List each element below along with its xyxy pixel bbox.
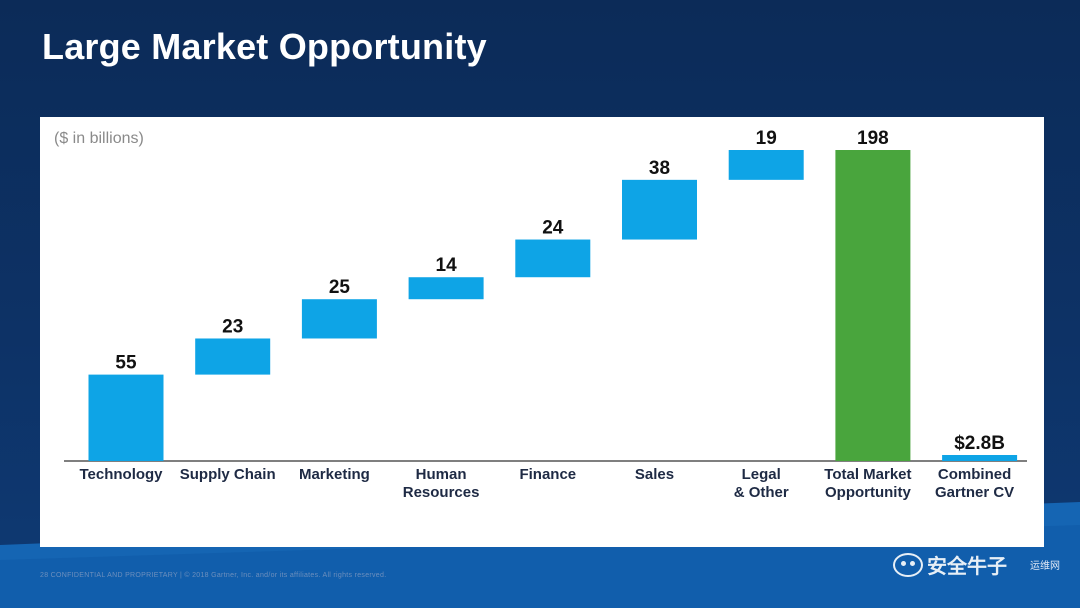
category-label: Human	[416, 466, 467, 483]
category-label: Combined	[938, 466, 1011, 483]
category-label: Finance	[519, 466, 576, 483]
data-label: 25	[329, 277, 351, 298]
wechat-icon	[893, 552, 923, 577]
category-label: & Other	[734, 484, 789, 501]
bar-supply-chain	[195, 338, 271, 375]
bar-marketing	[301, 299, 377, 339]
category-label: Legal	[742, 466, 781, 483]
category-label: Technology	[79, 466, 163, 483]
watermark-subtext: 运维网	[1030, 561, 1060, 572]
page-title: Large Market Opportunity	[42, 26, 487, 67]
category-label: Total Market	[824, 466, 911, 483]
watermark-text: 安全牛子	[927, 556, 1007, 578]
category-label: Gartner CV	[935, 484, 1014, 501]
bar-total-market-opportunity	[835, 150, 911, 461]
bar-combined-gartner-cv	[942, 455, 1018, 461]
bar-finance	[515, 239, 591, 278]
bar-technology	[88, 374, 164, 461]
data-label: 38	[649, 158, 670, 179]
category-label: Supply Chain	[180, 466, 276, 483]
slide-footer: 28 CONFIDENTIAL AND PROPRIETARY | © 2018…	[40, 572, 387, 579]
category-label: Opportunity	[825, 484, 911, 501]
bar-human-resources	[408, 277, 484, 300]
data-label: 198	[857, 128, 889, 149]
category-label: Resources	[403, 484, 480, 501]
data-label: 19	[756, 128, 777, 149]
data-label: 14	[436, 255, 458, 276]
data-label: $2.8B	[954, 433, 1005, 454]
data-label: 24	[542, 218, 564, 239]
category-label: Marketing	[299, 466, 370, 483]
data-label: 23	[222, 316, 243, 337]
watermark: 安全牛子	[893, 550, 1007, 579]
units-note: ($ in billions)	[54, 130, 144, 147]
bar-legal-other	[728, 150, 804, 180]
data-label: 55	[115, 353, 137, 374]
category-label: Sales	[635, 466, 674, 483]
bar-sales	[622, 179, 697, 240]
